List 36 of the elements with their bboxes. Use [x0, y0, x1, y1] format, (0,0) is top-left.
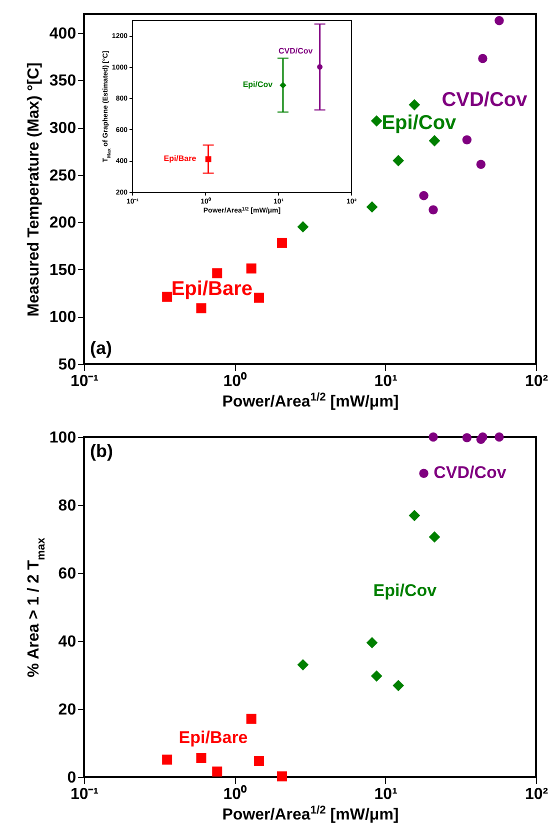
x-axis-title: Power/Area$^{1/2}$ [mW/μm] — [222, 392, 399, 411]
y-tick-label: 400 — [49, 25, 76, 42]
x-tick-label: 10¹ — [374, 372, 398, 390]
text: Epi/Cov — [373, 581, 438, 600]
x-tick-label: 10² — [524, 786, 548, 803]
series-label: Epi/Cov — [242, 80, 274, 90]
y-tick-label: 20 — [58, 702, 76, 718]
x-tick-label: 10⁰ — [223, 372, 248, 390]
series-label: Epi/Bare — [164, 154, 197, 163]
x-tick-label: 10⁻¹ — [70, 786, 99, 803]
annotation: (b) — [90, 441, 113, 461]
series-label: CVD/Cov — [434, 463, 507, 482]
series-label: CVD/Cov — [442, 89, 528, 112]
y-tick-label: 100 — [49, 430, 76, 446]
y-tick-label: 100 — [49, 309, 76, 326]
y-tick-label: 80 — [58, 498, 76, 514]
y-tick-label: 300 — [49, 120, 76, 138]
series-label: CVD/Cov — [278, 46, 314, 56]
y-tick-label: 150 — [49, 262, 76, 279]
y-axis-title: Measured Temperature (Max) °[C] — [25, 62, 42, 317]
series-label: Epi/Bare — [171, 278, 252, 300]
x-axis-title: Power/Area$^{1/2}$ [mW/μm] — [222, 804, 399, 824]
y-tick-label: 50 — [58, 356, 76, 374]
y-tick-label: 60 — [58, 566, 76, 582]
series-label: Epi/Bare — [178, 728, 248, 747]
y-tick-label: 250 — [49, 167, 76, 184]
x-tick-label: 10¹ — [374, 786, 398, 803]
annotation: (a) — [90, 338, 112, 358]
series-label: Epi/Cov — [382, 112, 458, 134]
y-tick-label: 0 — [67, 770, 76, 786]
y-tick-label: 200 — [49, 214, 76, 232]
x-tick-label: 10⁻¹ — [70, 372, 99, 390]
y-tick-label: 350 — [49, 72, 76, 90]
y-tick-label: 40 — [58, 634, 76, 650]
x-tick-label: 10² — [524, 372, 548, 390]
x-tick-label: 10⁰ — [223, 784, 248, 803]
